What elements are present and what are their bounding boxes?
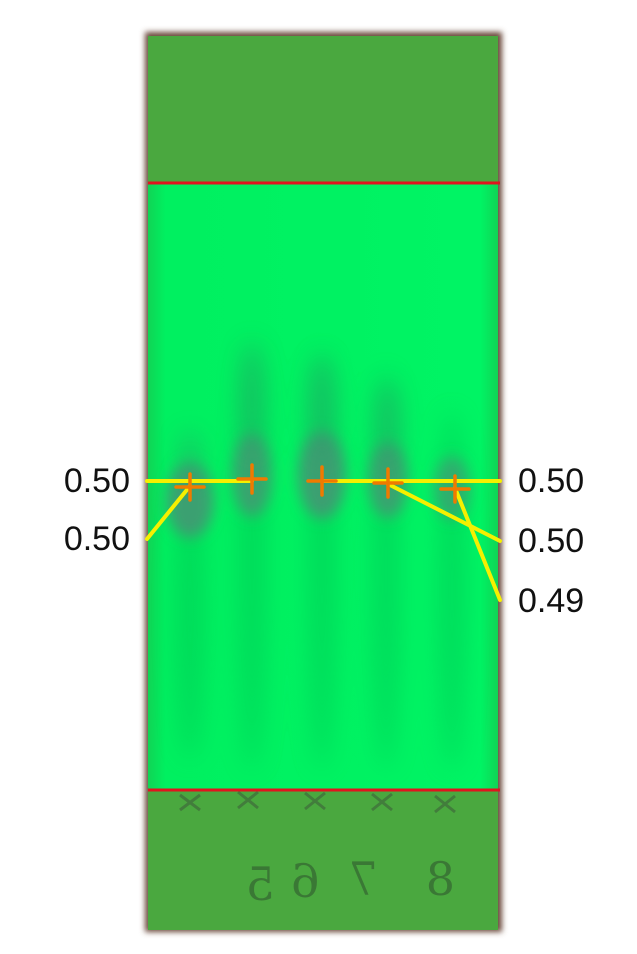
pencil-x-mark: [179, 793, 201, 812]
lane-number-mark: 6: [291, 854, 320, 908]
spot-tails: [180, 340, 400, 480]
spot-tail: [180, 430, 200, 480]
rf-label-right-2: 0.50: [518, 522, 585, 560]
rf-label-left-1: 0.50: [63, 462, 130, 500]
lane-number-mark: 5: [246, 857, 275, 911]
leader-left-2: [145, 484, 192, 541]
baseline-pencil-marks: [179, 790, 456, 814]
spot-marker-lane-3: [306, 465, 338, 497]
plate-top-margin: [148, 36, 498, 183]
lane-number-marks: 5 6 7 8: [246, 852, 455, 911]
pencil-x-mark: [434, 794, 456, 814]
pencil-x-mark: [304, 791, 326, 811]
rf-label-left-2: 0.50: [63, 520, 130, 558]
spot-marker-lane-1: [174, 472, 206, 502]
leader-right-2: [386, 482, 502, 543]
spot-tail: [240, 340, 264, 460]
spot-marker-lane-2: [236, 463, 268, 495]
spot-markers: [174, 463, 471, 504]
spot-marker-lane-5: [439, 474, 471, 504]
spot-tail: [308, 355, 336, 465]
pencil-x-mark: [237, 790, 259, 810]
leader-right-3: [453, 486, 502, 602]
plate-bottom-margin: [148, 790, 498, 930]
spot-marker-lane-4: [372, 467, 404, 499]
rf-label-right-3: 0.49: [518, 582, 585, 620]
tlc-spots: [166, 431, 470, 538]
rf-label-right-1: 0.50: [518, 462, 585, 500]
lane-number-mark: 8: [426, 852, 455, 906]
pencil-x-mark: [371, 792, 393, 812]
rf-leader-lines: [145, 479, 502, 602]
spot-tail: [376, 380, 400, 470]
lane-number-mark: 7: [349, 852, 378, 906]
